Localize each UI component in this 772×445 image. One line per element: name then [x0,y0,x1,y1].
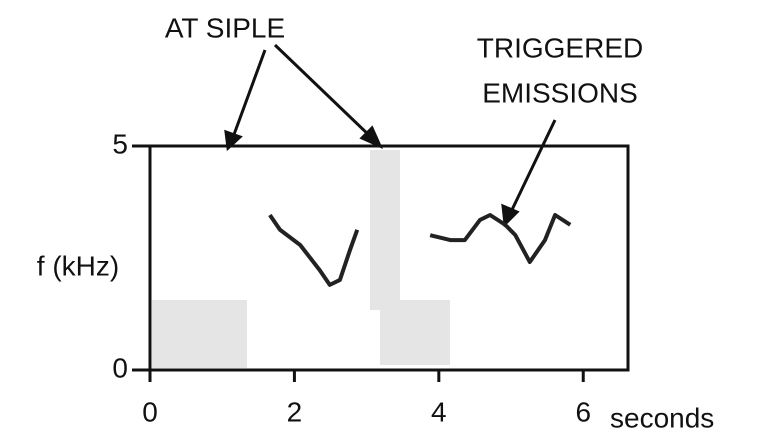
y-tick-label: 5 [112,128,128,159]
arrows [224,43,557,228]
emission-trace [268,213,360,287]
arrow-head [501,203,520,228]
x-tick-label: 2 [287,396,303,427]
noise [152,150,450,368]
y-axis-label: f (kHz) [37,250,119,281]
arrow [508,119,557,215]
annotation: AT SIPLE [165,12,285,43]
x-tick-label: 0 [142,396,158,427]
noise-patch [152,300,247,368]
noise-patch [380,300,450,365]
arrow [273,43,374,140]
x-tick-label: 4 [431,396,447,427]
arrow-head [224,129,243,152]
annotation: TRIGGERED [477,32,643,63]
plot-frame [148,144,630,372]
noise-patch [370,150,400,310]
arrow-head [359,125,383,149]
emission-trace [429,212,572,265]
arrow [230,49,267,141]
y-tick-label: 0 [112,352,128,383]
x-axis-label: seconds [610,402,714,433]
annotation: EMISSIONS [482,77,638,108]
x-tick-label: 6 [575,396,591,427]
